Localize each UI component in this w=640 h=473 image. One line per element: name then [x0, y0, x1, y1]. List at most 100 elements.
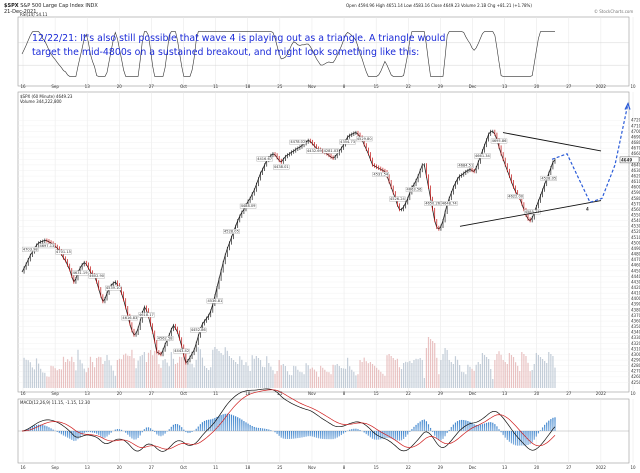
- volume-bar: [413, 360, 415, 388]
- macd-histogram-bar: [550, 419, 552, 431]
- volume-bar: [508, 353, 510, 388]
- volume-bar: [245, 362, 247, 388]
- price-annotation: 4695.86: [492, 139, 508, 143]
- volume-bar: [183, 352, 185, 388]
- macd-histogram-bar: [243, 421, 245, 431]
- volume-bar: [400, 369, 403, 388]
- x-tick-price: 13: [502, 391, 508, 396]
- volume-bar: [297, 369, 299, 388]
- y-tick-label: 4540: [631, 218, 640, 223]
- price-annotation-box: [372, 172, 389, 177]
- macd-histogram-bar: [419, 421, 421, 431]
- volume-bar: [270, 366, 272, 388]
- triangle-upper-line: [502, 132, 602, 152]
- volume-bar: [257, 358, 260, 388]
- price-annotation: 4438.01: [274, 165, 289, 169]
- macd-histogram-bar: [37, 424, 40, 431]
- macd-histogram-bar: [359, 429, 361, 431]
- macd-histogram-bar: [322, 431, 324, 439]
- price-annotation-box: [405, 187, 423, 192]
- volume-bar: [27, 360, 29, 388]
- volume-bar: [114, 375, 116, 388]
- macd-histogram-bar: [181, 427, 183, 431]
- volume-bar: [301, 372, 303, 388]
- volume-bar: [50, 365, 52, 388]
- volume-bar: [145, 362, 148, 388]
- macd-histogram-bar: [423, 419, 425, 431]
- x-tick-rsi: Sep: [51, 84, 59, 89]
- volume-bar: [251, 355, 253, 388]
- price-annotation: 4443.42: [174, 349, 189, 353]
- price-annotation: 4622.00: [508, 195, 524, 199]
- x-tick-macd: 8: [343, 465, 346, 470]
- price-annotation-box: [507, 194, 524, 200]
- x-tick-rsi: Dec: [469, 84, 477, 89]
- y-tick-label: 4510: [631, 235, 640, 240]
- volume-bar: [481, 353, 484, 388]
- macd-histogram-bar: [541, 427, 544, 431]
- volume-bar: [83, 368, 85, 388]
- macd-histogram-bar: [311, 431, 313, 437]
- volume-bar: [407, 362, 409, 388]
- macd-histogram-bar: [342, 431, 345, 434]
- x-tick-price: 27: [566, 391, 572, 396]
- macd-histogram-bar: [81, 431, 83, 436]
- macd-histogram-bar: [257, 427, 260, 431]
- macd-histogram-bar: [264, 428, 266, 431]
- volume-bar: [438, 374, 440, 388]
- price-annotation: 4663.56: [407, 187, 423, 191]
- volume-bar: [361, 362, 363, 388]
- price-annotation: 4526.24: [390, 197, 406, 201]
- volume-bar: [35, 358, 38, 388]
- volume-bar: [193, 367, 195, 388]
- macd-histogram-bar: [317, 431, 320, 439]
- macd-histogram-bar: [537, 431, 540, 434]
- y-tick-label: 4410: [631, 291, 640, 296]
- macd-histogram-bar: [85, 431, 87, 433]
- macd-histogram-bar: [349, 429, 351, 431]
- price-annotation-box: [289, 139, 306, 145]
- volume-bar: [307, 365, 309, 388]
- volume-bar: [69, 361, 71, 388]
- volume-bar: [452, 364, 454, 388]
- x-tick-price: 25: [277, 391, 283, 396]
- volume-bar: [276, 371, 278, 388]
- x-tick-rsi: 2022: [596, 84, 607, 89]
- macd-histogram-bar: [411, 429, 413, 431]
- macd-histogram-bar: [496, 426, 498, 431]
- y-tick-label: 4550: [631, 213, 640, 218]
- volume-bar: [210, 367, 212, 388]
- macd-histogram-bar: [291, 431, 293, 439]
- credit-label: © StockCharts.com: [594, 9, 634, 14]
- x-tick-price: 18: [245, 391, 251, 396]
- macd-histogram-bar: [100, 431, 102, 437]
- volume-bar: [181, 357, 183, 388]
- volume-bar: [100, 357, 102, 388]
- volume-bar: [436, 357, 438, 388]
- x-tick-rsi: 29: [438, 84, 444, 89]
- volume-bar: [332, 364, 334, 388]
- macd-histogram-bar: [452, 424, 454, 431]
- macd-histogram-bar: [91, 431, 94, 433]
- price-annotation: 4661.34: [475, 154, 491, 158]
- macd-histogram-bar: [456, 421, 459, 431]
- macd-histogram-bar: [448, 429, 450, 431]
- macd-histogram-bar: [315, 431, 318, 438]
- macd-histogram-bar: [334, 431, 336, 439]
- y-tick-label: 4320: [631, 341, 640, 346]
- volume-bar: [62, 356, 65, 388]
- volume-bar: [91, 362, 94, 388]
- macd-histogram-bar: [357, 429, 359, 431]
- volume-bar: [268, 363, 270, 388]
- volume-bar: [212, 349, 214, 388]
- price-annotation-box: [223, 229, 240, 234]
- volume-bar: [471, 368, 473, 388]
- volume-bar: [120, 359, 123, 388]
- volume-bar: [266, 356, 268, 388]
- macd-histogram-bar: [125, 431, 127, 433]
- y-tick-label: 4530: [631, 224, 640, 229]
- macd-histogram-bar: [83, 431, 85, 434]
- volume-bar: [425, 348, 428, 388]
- volume-bar: [382, 373, 384, 388]
- volume-bar: [384, 375, 386, 388]
